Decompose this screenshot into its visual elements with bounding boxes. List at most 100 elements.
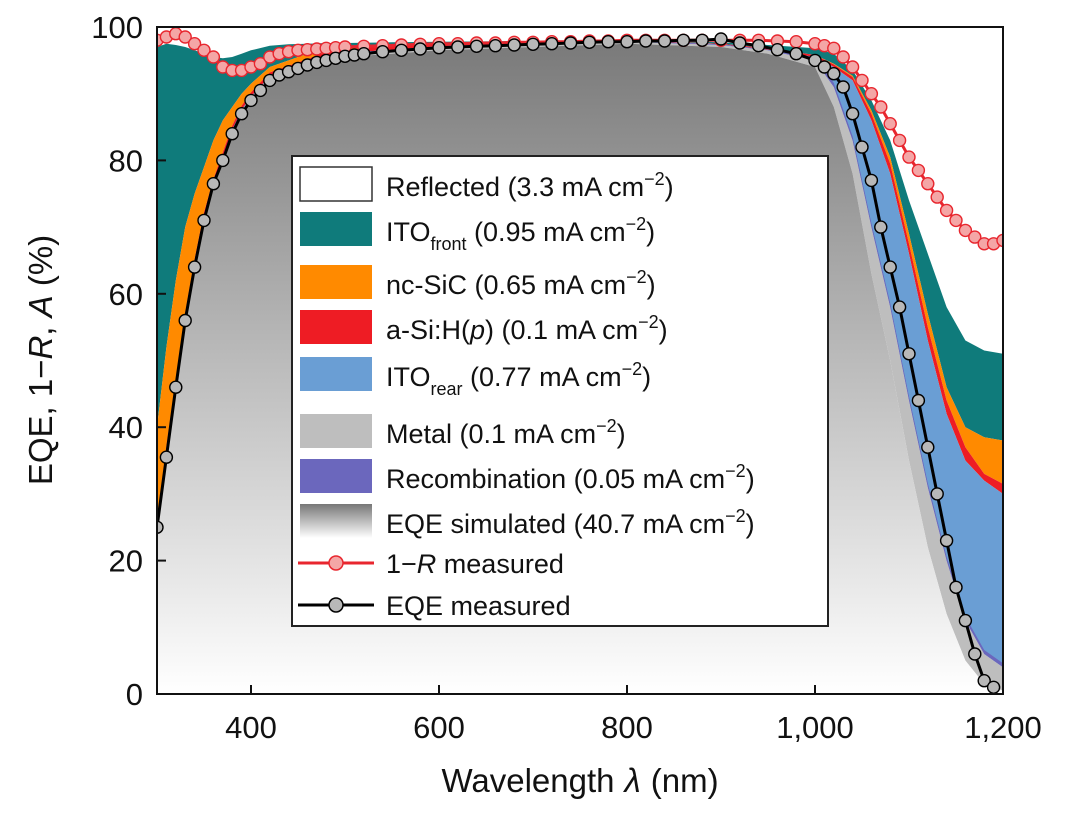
legend-label-nc-sic: nc-SiC (0.65 mA cm−2) xyxy=(386,267,656,300)
eqe-measured-point xyxy=(216,153,230,168)
eqe-measured-point xyxy=(770,43,785,57)
r-measured-point xyxy=(864,86,879,101)
legend-label-reflected: Reflected (3.3 mA cm−2) xyxy=(386,169,674,202)
y-axis-title: EQE, 1−R, A (%) xyxy=(22,235,59,485)
legend-entry-reflected: Reflected (3.3 mA cm−2) xyxy=(299,166,674,202)
legend-label-eqe-measured: EQE measured xyxy=(386,591,571,621)
eqe-measured-point xyxy=(986,680,1001,694)
eqe-measured-point xyxy=(695,33,709,47)
x-axis: 400 600 800 1,000 1,200 xyxy=(225,685,1042,745)
r-measured-point xyxy=(874,100,888,114)
r-measured-point xyxy=(939,203,954,218)
plot-frame xyxy=(156,26,1004,695)
legend-swatch-recombination xyxy=(300,459,372,493)
eqe-measured-point xyxy=(714,32,728,46)
legend-entry-metal: Metal (0.1 mA cm−2) xyxy=(300,414,626,449)
eqe-measured-point xyxy=(874,220,888,234)
x-axis-title-text: Wavelength xyxy=(441,762,614,799)
y-tick-label: 0 xyxy=(126,677,143,712)
eqe-measured-point xyxy=(451,40,465,54)
eqe-measured-point xyxy=(864,173,879,188)
eqe-measured-point xyxy=(432,41,446,55)
r-measured-point xyxy=(197,43,211,57)
eqe-measured-point xyxy=(676,33,691,47)
legend-box xyxy=(291,155,829,627)
r-measured-point xyxy=(845,60,860,74)
y-tick-label: 40 xyxy=(109,410,143,445)
r-measured-point xyxy=(892,133,907,148)
eqe-measured-point xyxy=(836,80,850,94)
legend-label-a-si: a-Si:H(p) (0.1 mA cm−2) xyxy=(386,312,668,345)
legend-marker-r-measured xyxy=(328,555,344,571)
eqe-measured-point xyxy=(469,39,484,53)
x-axis-title-unit: (nm) xyxy=(651,762,719,799)
eqe-measured-point xyxy=(620,35,634,49)
r-measured-point xyxy=(968,230,982,244)
eqe-measured-point xyxy=(563,36,578,50)
legend-entry-r-measured: 1−R measured xyxy=(298,549,564,579)
eqe-measured-point xyxy=(958,613,973,628)
x-tick-label: 400 xyxy=(225,710,277,745)
legend-entry-a-si: a-Si:H(p) (0.1 mA cm−2) xyxy=(300,310,668,345)
eqe-measured-point xyxy=(545,37,559,51)
x-tick-label: 1,000 xyxy=(776,710,854,745)
r-measured-point xyxy=(996,233,1003,248)
y-tick-label: 20 xyxy=(109,544,143,579)
eqe-measured-point xyxy=(507,38,521,52)
legend-swatch-eqe-simulated xyxy=(300,504,372,538)
y-axis-title-sep: , xyxy=(22,317,59,335)
legend-label-metal: Metal (0.1 mA cm−2) xyxy=(386,416,626,449)
area-ito-front xyxy=(157,40,1003,441)
eqe-measured-point xyxy=(892,300,907,314)
eqe-measured-point xyxy=(169,380,183,394)
plot-lines xyxy=(157,27,1003,694)
r-measured-point xyxy=(827,41,841,55)
legend-entry-ito-front: ITOfront (0.95 mA cm−2) xyxy=(300,212,655,254)
legend-entry-eqe-simulated: EQE simulated (40.7 mA cm−2) xyxy=(300,504,755,539)
y-axis-title-a: A xyxy=(22,295,59,319)
y-axis: 0 20 40 60 80 100 xyxy=(91,10,166,712)
legend-marker-eqe-measured xyxy=(328,597,344,613)
r-measured-point xyxy=(921,176,935,191)
legend-entry-recombination: Recombination (0.05 mA cm−2) xyxy=(300,459,755,494)
eqe-measured-point xyxy=(657,34,672,48)
eqe-measured-point xyxy=(206,176,221,191)
r-measured-point xyxy=(902,150,916,164)
legend-swatch-reflected xyxy=(299,166,373,202)
eqe-measured-point xyxy=(827,66,841,81)
eqe-measured-point xyxy=(244,93,258,108)
y-axis-title-prefix: EQE, 1− xyxy=(22,360,59,486)
legend-swatch-ito-rear xyxy=(300,357,372,391)
r-measured-point xyxy=(789,35,803,49)
y-tick-label: 60 xyxy=(109,277,143,312)
eqe-measured-point xyxy=(968,647,982,661)
y-tick-label: 80 xyxy=(109,143,143,178)
legend: Reflected (3.3 mA cm−2) ITOfront (0.95 m… xyxy=(291,155,829,627)
x-axis-title-symbol: λ xyxy=(622,762,640,799)
eqe-measured-point xyxy=(582,35,597,49)
eqe-measured-point xyxy=(855,140,869,154)
x-tick-label: 1,200 xyxy=(964,710,1042,745)
r-measured-point xyxy=(187,37,202,51)
eqe-measured-point xyxy=(253,83,268,98)
eqe-measured-point xyxy=(375,45,390,59)
r-measured-point xyxy=(206,50,221,64)
legend-entry-nc-sic: nc-SiC (0.65 mA cm−2) xyxy=(300,265,656,300)
legend-swatch-a-si xyxy=(300,310,372,344)
eqe-measured-point xyxy=(526,37,540,51)
eqe-measured-point xyxy=(234,106,249,121)
eqe-measured-point xyxy=(817,60,832,74)
legend-label-ito-front: ITOfront (0.95 mA cm−2) xyxy=(386,214,655,254)
legend-swatch-nc-sic xyxy=(300,265,372,299)
eqe-measured-point xyxy=(939,533,954,548)
x-axis-title: Wavelength λ (nm) xyxy=(441,762,718,799)
eqe-measured-point xyxy=(394,43,409,57)
eqe-measured-point xyxy=(639,34,653,48)
r-measured-point xyxy=(253,57,268,71)
eqe-measured-point xyxy=(488,39,503,53)
legend-label-ito-rear: ITOrear (0.77 mA cm−2) xyxy=(386,359,651,399)
eqe-measured-point xyxy=(413,42,427,56)
eqe-measured-point xyxy=(157,520,164,534)
eqe-measured-point xyxy=(902,347,916,361)
r-measured-point xyxy=(883,116,897,131)
